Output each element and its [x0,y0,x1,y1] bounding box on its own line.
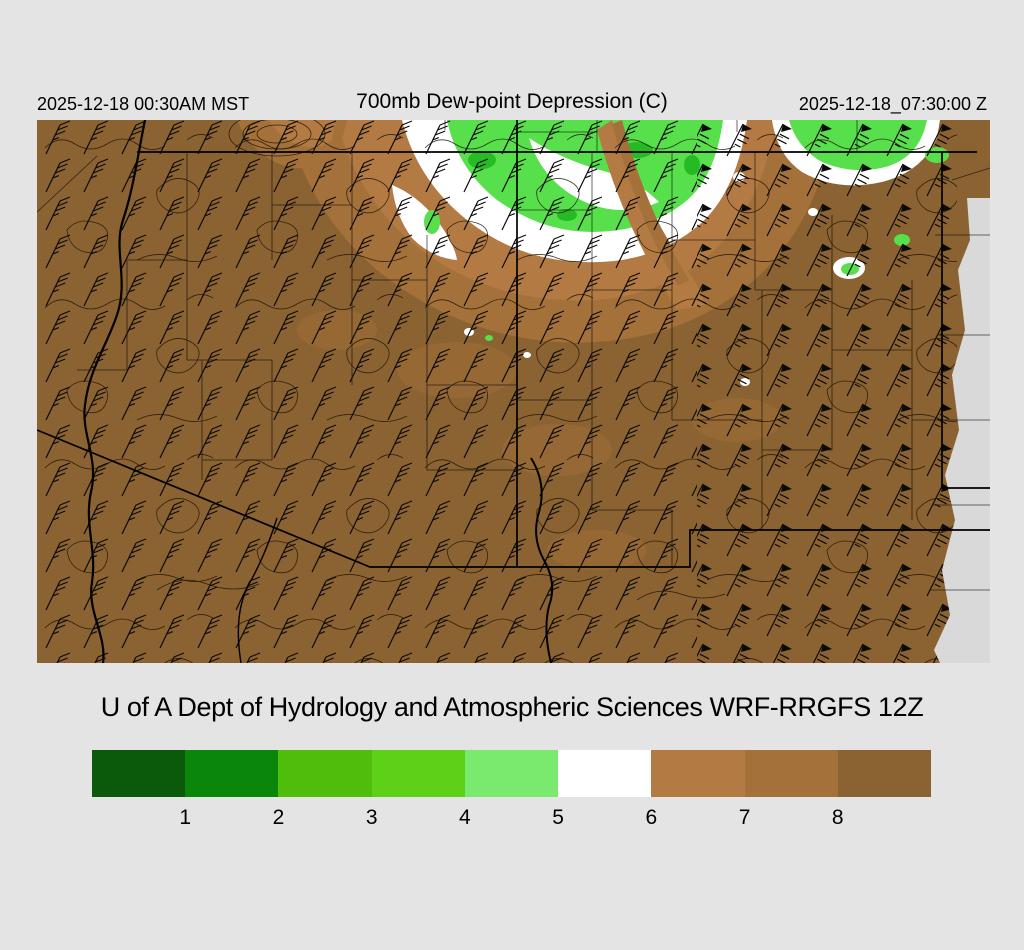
colorbar-tick-label: 5 [552,806,564,829]
state-borders [37,120,990,568]
colorbar-labels: 1 2 3 4 5 6 7 8 [92,806,931,834]
colorbar-tick-label: 3 [365,806,378,829]
rivers [83,120,554,663]
colorbar-segment [92,750,186,797]
wind-barbs-west [37,120,697,663]
colorbar-segment [371,750,465,797]
colorbar-segment [185,750,279,797]
domain-edge [934,198,990,663]
colorbar-segment [558,750,652,797]
colorbar-tick-label: 1 [179,806,192,829]
valid-time-utc: 2025-12-18_07:30:00 Z [798,94,987,114]
map-canvas [37,120,990,663]
colorbar-swatches [92,750,931,797]
colorbar-tick-label: 4 [459,806,471,829]
forecast-map [37,120,990,663]
colorbar-tick-label: 8 [831,806,844,829]
colorbar-tick-label: 7 [738,806,751,829]
wind-barbs-layer [37,120,957,663]
county-borders [37,120,990,591]
colorbar-segment [464,750,559,797]
colorbar-segment [744,750,838,797]
valid-time-local: 2025-12-18 00:30AM MST [37,94,250,114]
colorbar-segment [278,750,372,797]
colorado-river [83,120,147,663]
colorbar-segment [837,750,931,797]
rio-grande [530,457,554,663]
colorbar-segment [651,750,745,797]
colorbar-tick-label: 6 [645,806,658,829]
gila-river [237,517,278,663]
wind-barbs-east [697,120,957,663]
caption: U of A Dept of Hydrology and Atmospheric… [100,692,924,722]
page-title: 700mb Dew-point Depression (C) [356,90,668,113]
colorbar-tick-label: 2 [272,806,285,829]
